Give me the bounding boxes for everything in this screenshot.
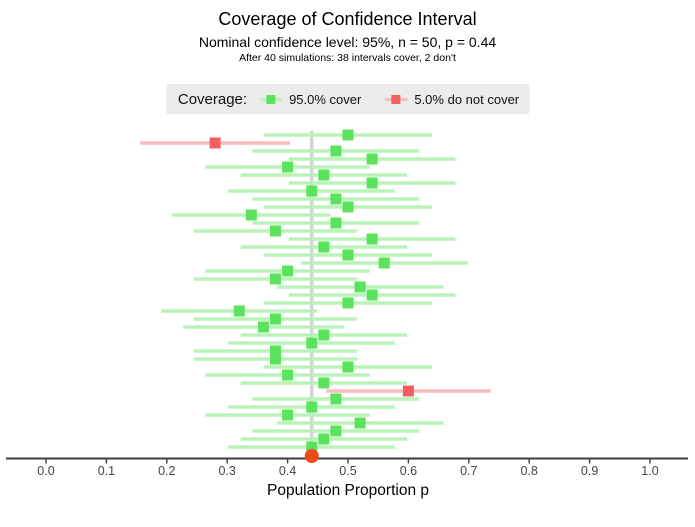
sample-proportion-point: [306, 185, 318, 197]
no-cover-key-square: [391, 94, 401, 104]
cover-key-icon: [260, 93, 283, 106]
legend-title: Coverage:: [177, 90, 248, 108]
x-axis-tick-label: 1.0: [641, 464, 658, 478]
legend-item-no-cover: 5.0% do not cover: [385, 92, 519, 107]
sample-proportion-point: [270, 345, 282, 357]
sample-proportion-point: [330, 193, 342, 205]
true-p-dot: [304, 449, 319, 463]
sample-proportion-point: [270, 273, 282, 285]
x-axis-tick-label: 0.2: [158, 464, 175, 478]
sample-proportion-point: [318, 169, 330, 181]
legend: Coverage: 95.0% cover 5.0% do not cover: [165, 84, 530, 114]
x-axis-tick-label: 0.9: [581, 464, 598, 478]
sample-proportion-point: [342, 249, 354, 261]
sample-proportion-point: [342, 297, 354, 309]
sample-proportion-point: [354, 417, 366, 429]
x-axis-tick-label: 0.4: [279, 464, 296, 478]
sample-proportion-point: [282, 369, 294, 381]
cover-key-square: [266, 94, 276, 104]
sample-proportion-point: [270, 353, 282, 365]
x-axis-tick-label: 0.6: [400, 464, 417, 478]
sample-proportion-point: [330, 217, 342, 229]
sample-proportion-point: [245, 209, 257, 221]
sample-proportion-point: [233, 305, 245, 317]
x-axis-tick-label: 0.7: [460, 464, 477, 478]
sample-proportion-point: [366, 233, 378, 245]
sample-proportion-point: [330, 145, 342, 157]
sample-proportion-point: [330, 393, 342, 405]
sample-proportion-point: [366, 177, 378, 189]
sample-proportion-point: [342, 361, 354, 373]
sample-proportion-point: [270, 313, 282, 325]
no-cover-key-icon: [385, 93, 408, 106]
sample-proportion-point: [282, 265, 294, 277]
sample-proportion-point: [306, 337, 318, 349]
x-axis-label: Population Proportion p: [267, 482, 429, 499]
sample-proportion-point: [282, 161, 294, 173]
sample-proportion-point: [270, 225, 282, 237]
sample-proportion-point: [318, 329, 330, 341]
sample-proportion-point: [209, 137, 221, 149]
sample-proportion-point: [366, 153, 378, 165]
chart-note: After 40 simulations: 38 intervals cover…: [239, 52, 456, 64]
sample-proportion-point: [378, 257, 390, 269]
sample-proportion-point: [354, 281, 366, 293]
legend-item-cover-label: 95.0% cover: [289, 91, 362, 107]
sample-proportion-point: [402, 385, 414, 397]
chart-title: Coverage of Confidence Interval: [218, 9, 477, 29]
sample-proportion-point: [342, 201, 354, 213]
sample-proportion-point: [318, 377, 330, 389]
sample-proportion-point: [282, 409, 294, 421]
x-axis-tick-label: 0.0: [37, 464, 54, 478]
legend-item-cover: 95.0% cover: [260, 92, 361, 107]
sample-proportion-point: [318, 241, 330, 253]
sample-proportion-point: [330, 425, 342, 437]
sample-proportion-point: [257, 321, 269, 333]
sample-proportion-point: [318, 433, 330, 445]
sample-proportion-point: [306, 441, 318, 453]
chart-subtitle: Nominal confidence level: 95%, n = 50, p…: [198, 34, 497, 50]
sample-proportion-point: [366, 289, 378, 301]
x-axis-tick-label: 0.8: [521, 464, 538, 478]
legend-item-no-cover-label: 5.0% do not cover: [414, 91, 520, 107]
sample-proportion-point: [306, 401, 318, 413]
x-axis-tick-label: 0.3: [219, 464, 236, 478]
x-axis-tick-label: 0.1: [98, 464, 115, 478]
sample-proportion-point: [342, 129, 354, 141]
x-axis-tick-label: 0.5: [339, 464, 356, 478]
